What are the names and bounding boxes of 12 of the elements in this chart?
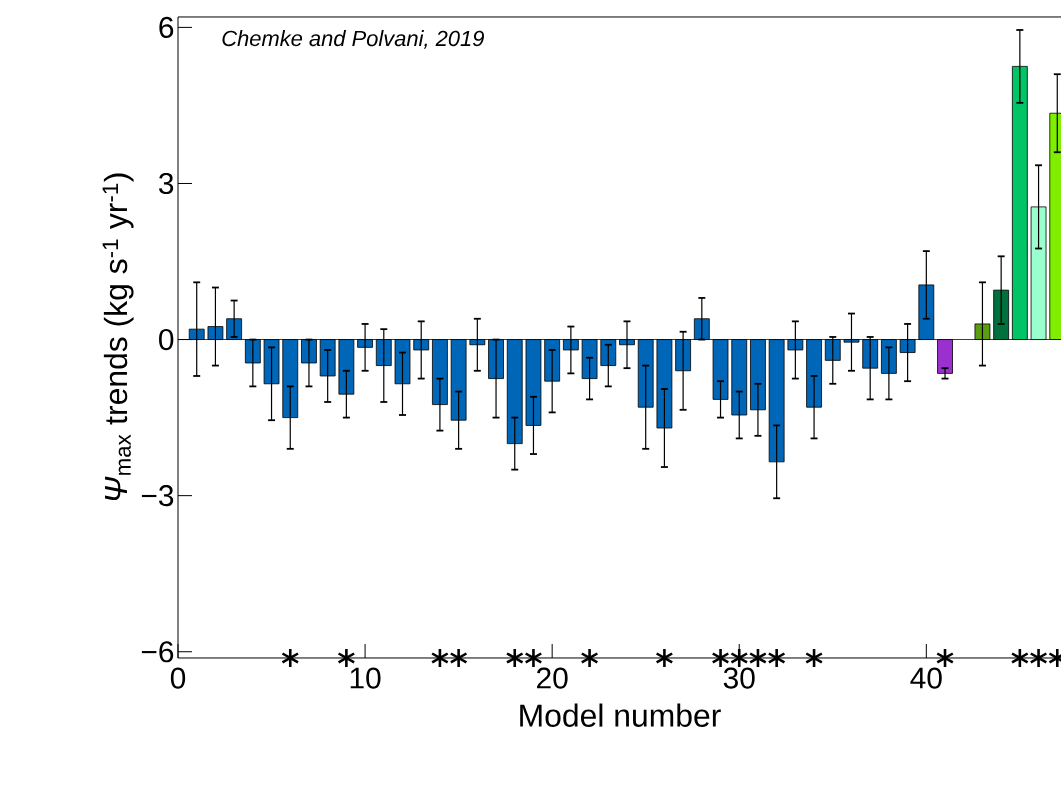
y-tick-label: −3: [141, 485, 174, 507]
x-tick-label: 10: [350, 667, 381, 689]
x-tick-label: 20: [537, 667, 568, 689]
y-tick-label: 6: [159, 16, 174, 38]
x-tick-label: 40: [910, 667, 942, 689]
x-axis-title: Model number: [520, 703, 721, 727]
y-tick-label: −6: [141, 641, 174, 663]
annotation: Chemke and Polvani, 2019: [222, 30, 484, 49]
y-axis-title: Ψ$_{max}$ trends (kg s$^{-1}$ yr$^{-1}$): [102, 173, 134, 501]
y-tick-label: 0: [159, 328, 174, 351]
x-tick-label: 30: [723, 667, 755, 689]
y-tick-label: 3: [159, 172, 174, 195]
